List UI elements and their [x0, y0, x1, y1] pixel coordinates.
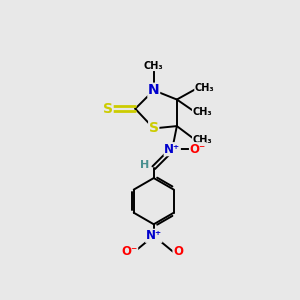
Text: O⁻: O⁻	[190, 143, 206, 156]
Text: O⁻: O⁻	[122, 245, 138, 259]
Text: S: S	[103, 102, 113, 116]
Text: N⁺: N⁺	[164, 143, 180, 156]
Text: S: S	[149, 122, 159, 135]
Text: N⁺: N⁺	[146, 229, 162, 242]
Text: CH₃: CH₃	[192, 107, 212, 117]
Text: CH₃: CH₃	[144, 61, 164, 70]
Text: O: O	[173, 245, 183, 259]
Text: CH₃: CH₃	[195, 83, 214, 93]
Text: N: N	[148, 83, 160, 97]
Text: H: H	[140, 160, 149, 170]
Text: CH₃: CH₃	[192, 135, 212, 145]
